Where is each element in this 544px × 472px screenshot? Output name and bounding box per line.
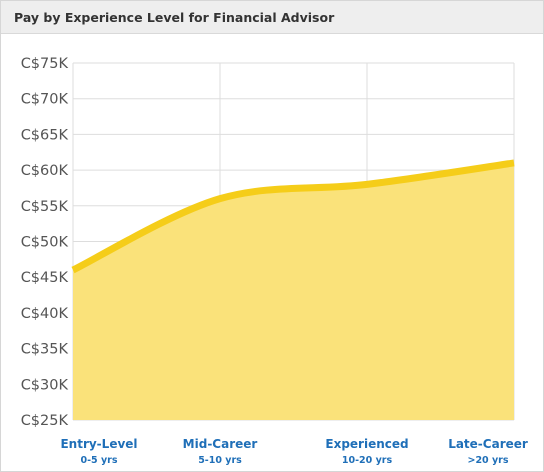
x-category-label: Experienced	[325, 437, 408, 451]
y-tick-label: C$50K	[21, 235, 69, 251]
x-category-sublabel: >20 yrs	[467, 455, 508, 466]
x-category-sublabel: 10-20 yrs	[342, 455, 393, 466]
x-category-label: Entry-Level	[60, 437, 137, 451]
y-tick-label: C$45K	[21, 270, 69, 286]
x-category-sublabel: 0-5 yrs	[80, 455, 117, 466]
x-category-sublabel: 5-10 yrs	[198, 455, 242, 466]
y-tick-label: C$70K	[21, 92, 69, 108]
y-tick-label: C$60K	[21, 163, 69, 179]
x-category-label: Late-Career	[448, 437, 528, 451]
y-tick-label: C$55K	[21, 199, 69, 215]
y-tick-label: C$25K	[21, 413, 69, 429]
card-header: Pay by Experience Level for Financial Ad…	[1, 1, 543, 34]
y-tick-label: C$30K	[21, 377, 69, 393]
x-category-label: Mid-Career	[183, 437, 258, 451]
area-layer	[71, 159, 515, 420]
chart-title: Pay by Experience Level for Financial Ad…	[14, 9, 335, 25]
y-tick-label: C$35K	[21, 342, 69, 358]
y-tick-label: C$75K	[21, 56, 69, 72]
series-line	[71, 159, 515, 274]
y-tick-label: C$40K	[21, 306, 69, 322]
axis-layer: C$25K C$30K C$35K C$40K C$45K C$50K C$55K C$60K…	[21, 56, 528, 466]
series-area-fill	[73, 162, 514, 420]
y-tick-label: C$65K	[21, 127, 69, 143]
